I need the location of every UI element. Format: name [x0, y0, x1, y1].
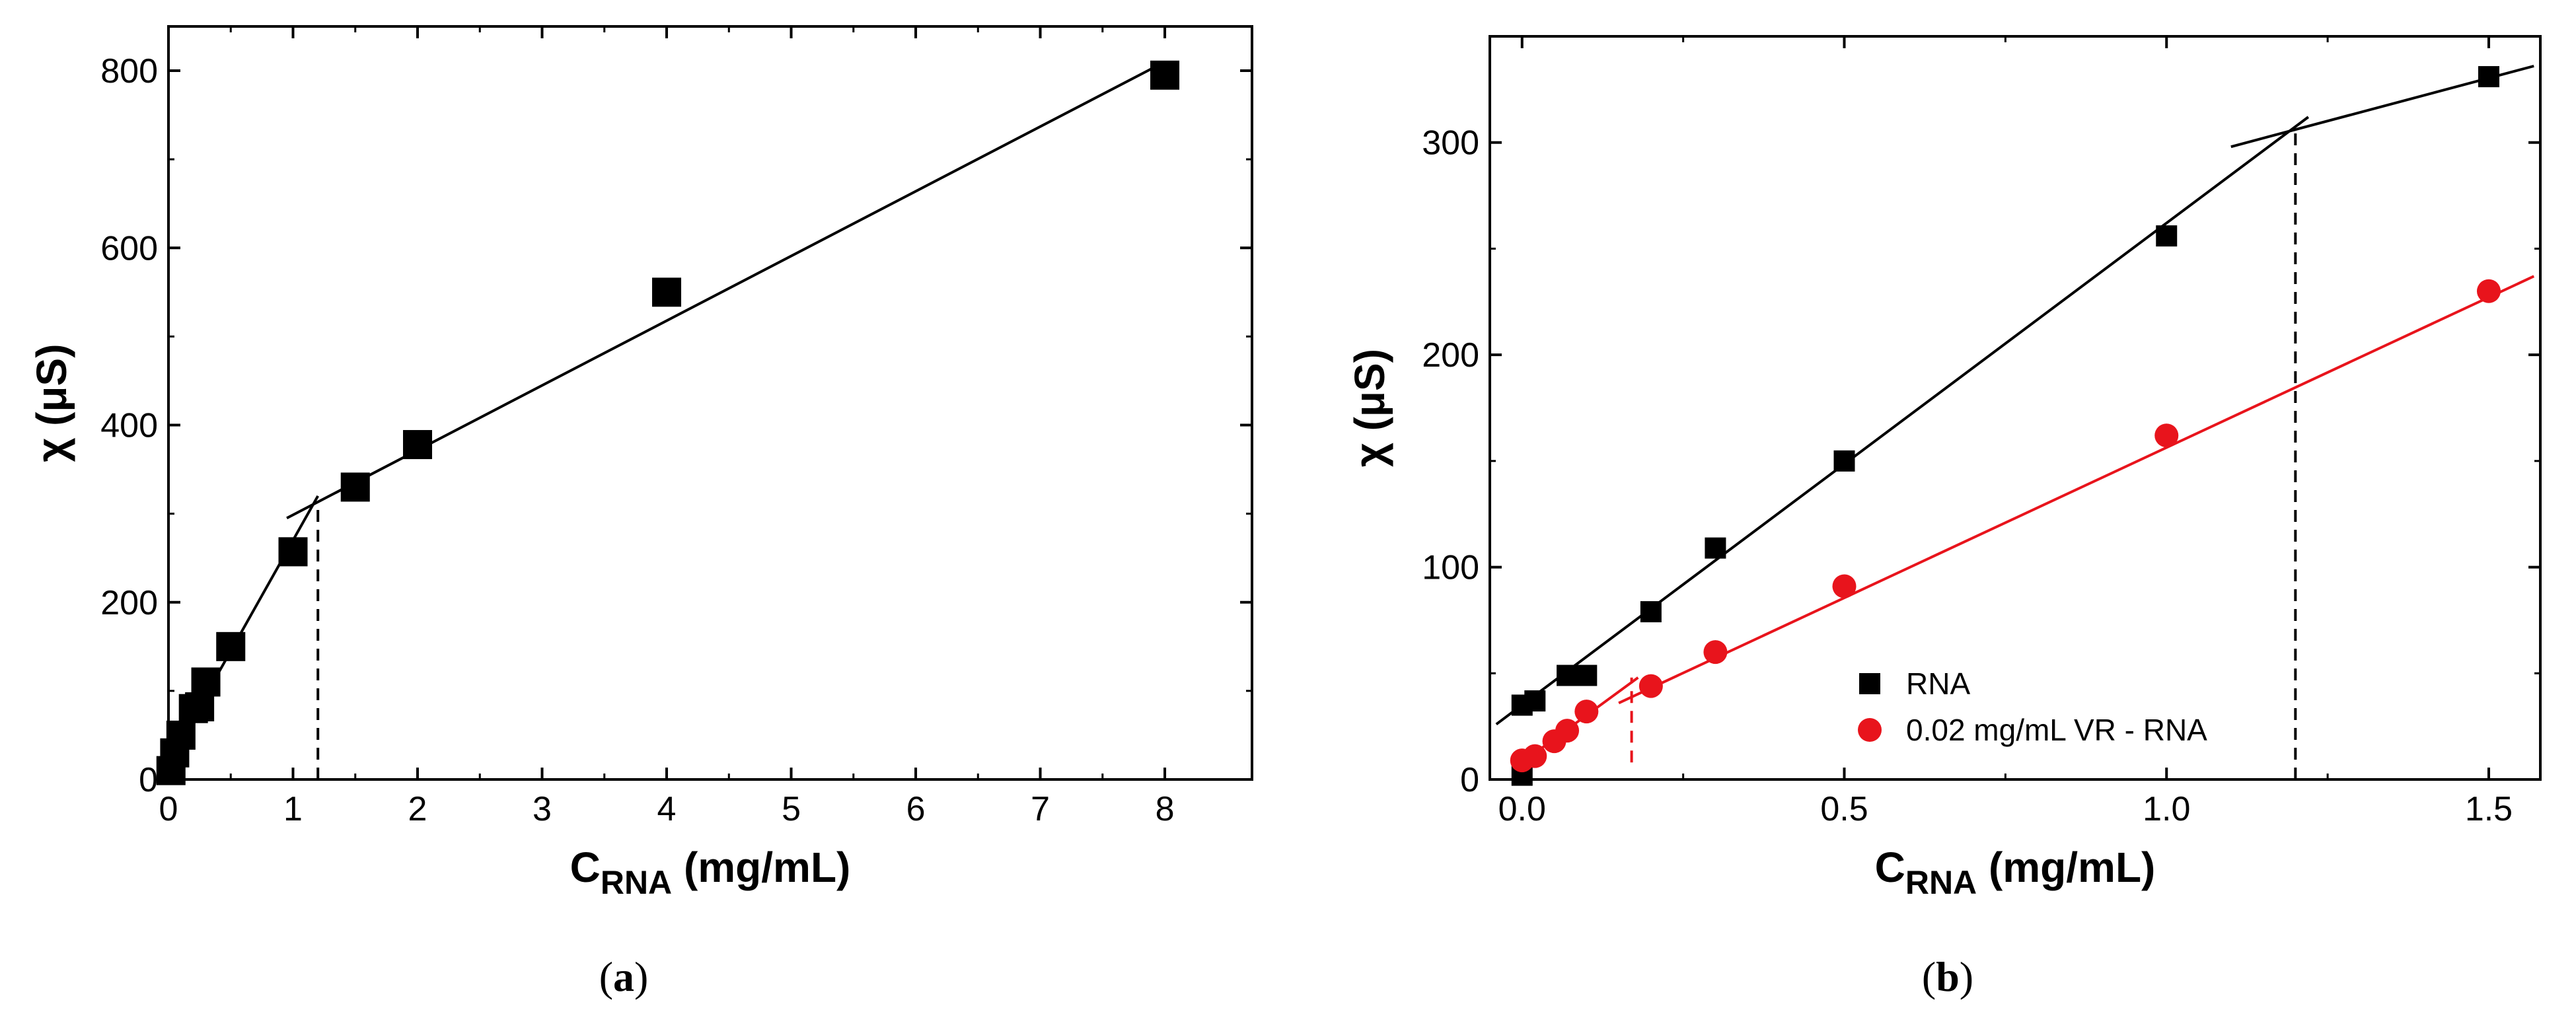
data-point-square: [1640, 601, 1662, 623]
data-point-square: [1833, 450, 1855, 472]
data-point-square: [216, 631, 246, 661]
x-tick-label: 5: [782, 790, 801, 828]
data-point-square: [278, 537, 308, 567]
x-tick-label: 0.0: [1498, 790, 1546, 828]
data-point-square: [1150, 60, 1180, 90]
data-point-square: [166, 720, 196, 750]
x-tick-label: 0.5: [1820, 790, 1868, 828]
legend-label: RNA: [1906, 667, 1970, 701]
x-axis-title-main: C: [570, 844, 601, 891]
data-point-square: [191, 667, 221, 697]
legend-marker-circle: [1858, 718, 1882, 742]
data-point-square: [403, 430, 433, 460]
y-tick-label: 600: [100, 229, 158, 268]
y-tick-label: 200: [1422, 336, 1479, 375]
data-point-square: [652, 277, 682, 307]
x-axis-title: CRNA (mg/mL): [1875, 844, 2156, 901]
x-tick-label: 0: [159, 790, 178, 828]
x-axis-title-subscript: RNA: [1905, 864, 1977, 901]
x-tick-label: 1.5: [2465, 790, 2513, 828]
x-tick-label: 2: [408, 790, 427, 828]
plot-frame: [167, 25, 1253, 781]
x-axis-title-unit: (mg/mL): [672, 844, 850, 891]
y-tick-label: 100: [1422, 549, 1479, 587]
x-tick-label: 4: [657, 790, 677, 828]
y-tick-label: 200: [100, 584, 158, 622]
data-point-square: [1557, 665, 1578, 686]
data-point-circle: [1523, 744, 1547, 768]
legend-marker-square: [1859, 673, 1880, 694]
y-axis-title: χ (μS): [28, 343, 75, 462]
data-point-square: [2478, 66, 2499, 88]
data-point-square: [340, 472, 370, 502]
x-tick-label: 6: [906, 790, 926, 828]
panel-a: 0 1 2 3 4 5 6 7 8 0 200 400 600 800 CRNA (mg/mL) χ (μS)…: [28, 25, 1253, 1000]
x-tick-label: 3: [533, 790, 552, 828]
y-tick-label: 300: [1422, 124, 1479, 162]
x-tick-label: 8: [1156, 790, 1175, 828]
panel-label: (a): [599, 953, 649, 1000]
data-point-circle: [2154, 423, 2179, 448]
y-tick-label: 0: [139, 761, 158, 799]
x-axis-title-main: C: [1875, 844, 1905, 891]
x-tick-label: 7: [1031, 790, 1050, 828]
y-tick-label: 0: [1460, 761, 1479, 799]
data-point-circle: [1574, 700, 1599, 724]
data-point-square: [1705, 537, 1726, 559]
plot-frame: [1489, 35, 2542, 781]
x-tick-label: 1.0: [2143, 790, 2190, 828]
y-tick-label: 400: [100, 407, 158, 445]
data-point-circle: [1555, 719, 1580, 743]
fit-line: [1495, 116, 2310, 726]
data-point-square: [1524, 690, 1546, 712]
data-point-square: [185, 692, 215, 722]
data-point-circle: [1703, 640, 1728, 665]
y-tick-label: 800: [100, 52, 158, 90]
panel-label: (b): [1922, 953, 1973, 1000]
y-axis-title: χ (μS): [1346, 349, 1393, 467]
fit-line: [1618, 275, 2535, 705]
data-point-square: [1576, 665, 1598, 686]
data-point-circle: [1832, 574, 1857, 598]
x-tick-label: 1: [283, 790, 303, 828]
data-point-circle: [1638, 674, 1663, 698]
legend-label: 0.02 mg/mL VR - RNA: [1906, 713, 2207, 747]
x-axis-title: CRNA (mg/mL): [570, 844, 851, 901]
fit-line: [286, 60, 1165, 520]
data-point-square: [2156, 225, 2178, 247]
x-axis-title-subscript: RNA: [601, 864, 672, 901]
data-point-circle: [2476, 279, 2501, 303]
x-axis-title-unit: (mg/mL): [1977, 844, 2155, 891]
